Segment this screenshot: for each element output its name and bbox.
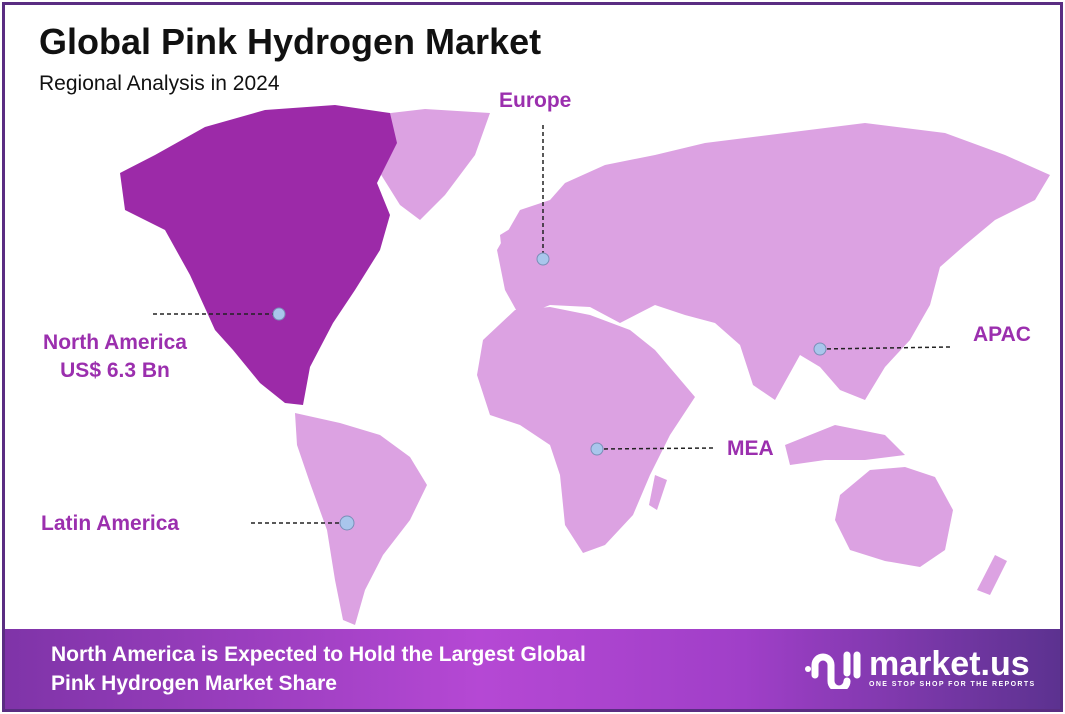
region-value: US$ 6.3 Bn [60, 359, 170, 382]
market-us-logo-icon [805, 651, 861, 689]
latin-america-label: Latin America [41, 512, 180, 535]
australia [835, 467, 953, 567]
world-map [120, 105, 1050, 625]
footer-text: North America is Expected to Hold the La… [51, 640, 771, 698]
footer-banner: North America is Expected to Hold the La… [5, 629, 1060, 709]
region-name: North America [43, 331, 187, 354]
mea-label: MEA [727, 437, 774, 460]
north-america [120, 105, 397, 405]
apac-label: APAC [973, 323, 1031, 346]
latin-america-marker [339, 515, 355, 531]
north-america-marker [272, 307, 286, 321]
footer-line-2: Pink Hydrogen Market Share [51, 672, 337, 695]
south-america [295, 413, 427, 625]
europe-label: Europe [499, 89, 572, 112]
logo-name: market.us [869, 644, 1030, 683]
footer-line-1: North America is Expected to Hold the La… [51, 643, 586, 666]
europe-asia [497, 123, 1050, 400]
europe-marker [536, 252, 550, 266]
uk [500, 227, 517, 263]
japan [900, 267, 923, 323]
page-title: Global Pink Hydrogen Market [39, 21, 542, 62]
mea-marker [590, 442, 604, 456]
apac-marker [813, 342, 827, 356]
north-america-label: North America US$ 6.3 Bn [17, 329, 213, 385]
indonesia [785, 425, 905, 465]
page-subtitle: Regional Analysis in 2024 [39, 72, 280, 95]
new-zealand [977, 555, 1007, 595]
africa [477, 307, 695, 553]
market-us-logo: market.us ONE STOP SHOP FOR THE REPORTS [805, 645, 1036, 689]
madagascar [649, 475, 667, 510]
logo-tagline: ONE STOP SHOP FOR THE REPORTS [869, 680, 1036, 688]
